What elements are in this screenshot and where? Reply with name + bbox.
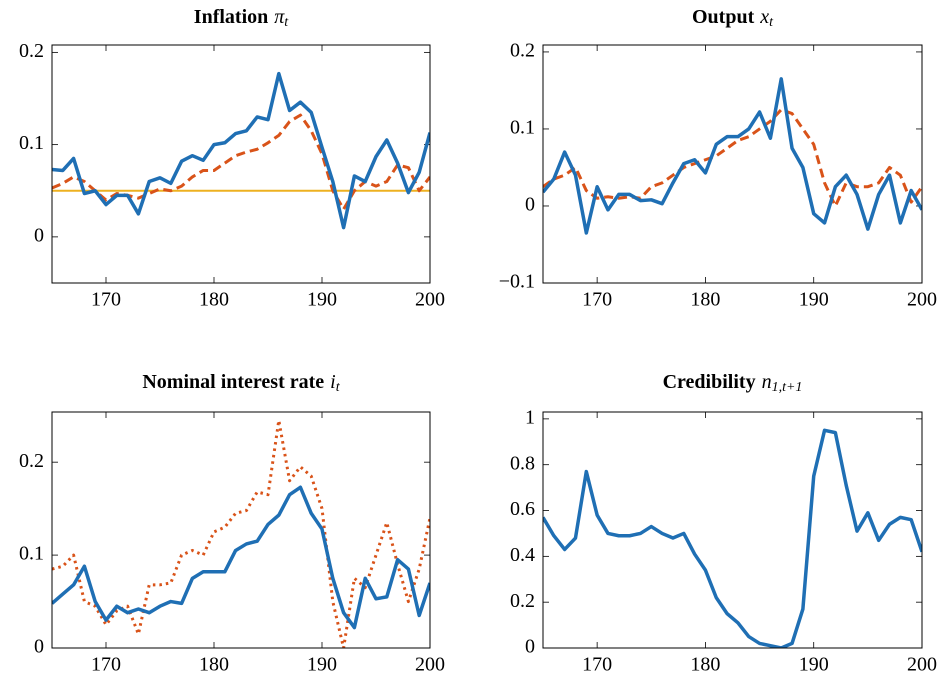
y-tick-label: 0.6	[510, 498, 535, 520]
y-tick-label: 0.2	[510, 40, 535, 62]
title-symbol: π	[274, 6, 285, 28]
chart-title: Inflation πt	[194, 6, 290, 31]
x-tick-label: 190	[799, 654, 829, 676]
y-tick-label: 0.1	[19, 132, 44, 154]
chart-panel: Credibility n1,t+1 170 180 190 200 0 0.2 0.4 0.6 0…	[510, 371, 937, 676]
x-tick-label: 180	[690, 654, 720, 676]
x-tick-label: 200	[415, 654, 445, 676]
chart-title: Credibility n1,t+1	[663, 371, 803, 396]
plot-area	[543, 428, 922, 648]
y-tick-label: 0.4	[510, 544, 535, 566]
x-tick-label: 170	[582, 654, 612, 676]
chart-panel: Output xt 170 180 190 200 −0.1 0 0.1 0.2	[499, 6, 937, 311]
x-tick-label: 200	[907, 654, 937, 676]
plot-area	[52, 71, 430, 230]
chart-panel: Inflation πt 170 180 190 200 0 0.1 0.2	[19, 6, 445, 311]
title-symbol: x	[759, 6, 769, 28]
y-tick-label: 0.1	[19, 543, 44, 565]
data-line	[543, 108, 922, 208]
y-tick-label: 0	[525, 194, 535, 216]
x-tick-label: 200	[415, 289, 445, 311]
data-line	[52, 113, 430, 211]
title-text: Credibility	[663, 371, 756, 393]
axis-frame	[51, 411, 431, 649]
x-tick-label: 170	[91, 289, 121, 311]
title-subscript: t	[336, 380, 341, 395]
x-tick-label: 190	[799, 289, 829, 311]
x-tick-label: 190	[307, 654, 337, 676]
y-tick-label: 0.2	[510, 590, 535, 612]
plot-area	[52, 418, 430, 648]
y-tick-label: 0.8	[510, 452, 535, 474]
x-tick-label: 200	[907, 289, 937, 311]
x-tick-label: 180	[199, 654, 229, 676]
x-tick-label: 180	[690, 289, 720, 311]
title-subscript: t	[284, 15, 289, 30]
axis-frame	[51, 44, 431, 284]
data-line	[543, 77, 922, 235]
axis-frame	[542, 411, 923, 649]
title-symbol: i	[330, 371, 336, 393]
y-tick-label: 0.1	[510, 117, 535, 139]
chart-panel: Nominal interest rate it 170 180 190 200 0 0.1 0…	[19, 371, 445, 676]
chart-title: Output xt	[692, 6, 774, 31]
x-tick-label: 170	[582, 289, 612, 311]
data-line	[543, 428, 922, 648]
title-subscript: 1,t+1	[772, 380, 803, 395]
title-text: Nominal interest rate	[142, 371, 324, 393]
x-tick-label: 170	[91, 654, 121, 676]
y-tick-label: 0.2	[19, 450, 44, 472]
x-tick-label: 190	[307, 289, 337, 311]
y-tick-label: 0	[34, 224, 44, 246]
title-subscript: t	[769, 15, 774, 30]
title-text: Inflation	[194, 6, 268, 28]
y-tick-label: 0.2	[19, 40, 44, 62]
title-symbol: n	[762, 371, 772, 393]
data-line	[52, 485, 430, 630]
axis-frame	[542, 44, 923, 284]
x-tick-label: 180	[199, 289, 229, 311]
y-tick-label: 0	[525, 636, 535, 658]
y-tick-label: −0.1	[499, 271, 535, 293]
plot-area	[543, 77, 922, 235]
y-tick-label: 0	[34, 636, 44, 658]
chart-title: Nominal interest rate it	[142, 371, 340, 396]
data-line	[52, 71, 430, 230]
title-text: Output	[692, 6, 755, 28]
y-tick-label: 1	[525, 406, 535, 428]
